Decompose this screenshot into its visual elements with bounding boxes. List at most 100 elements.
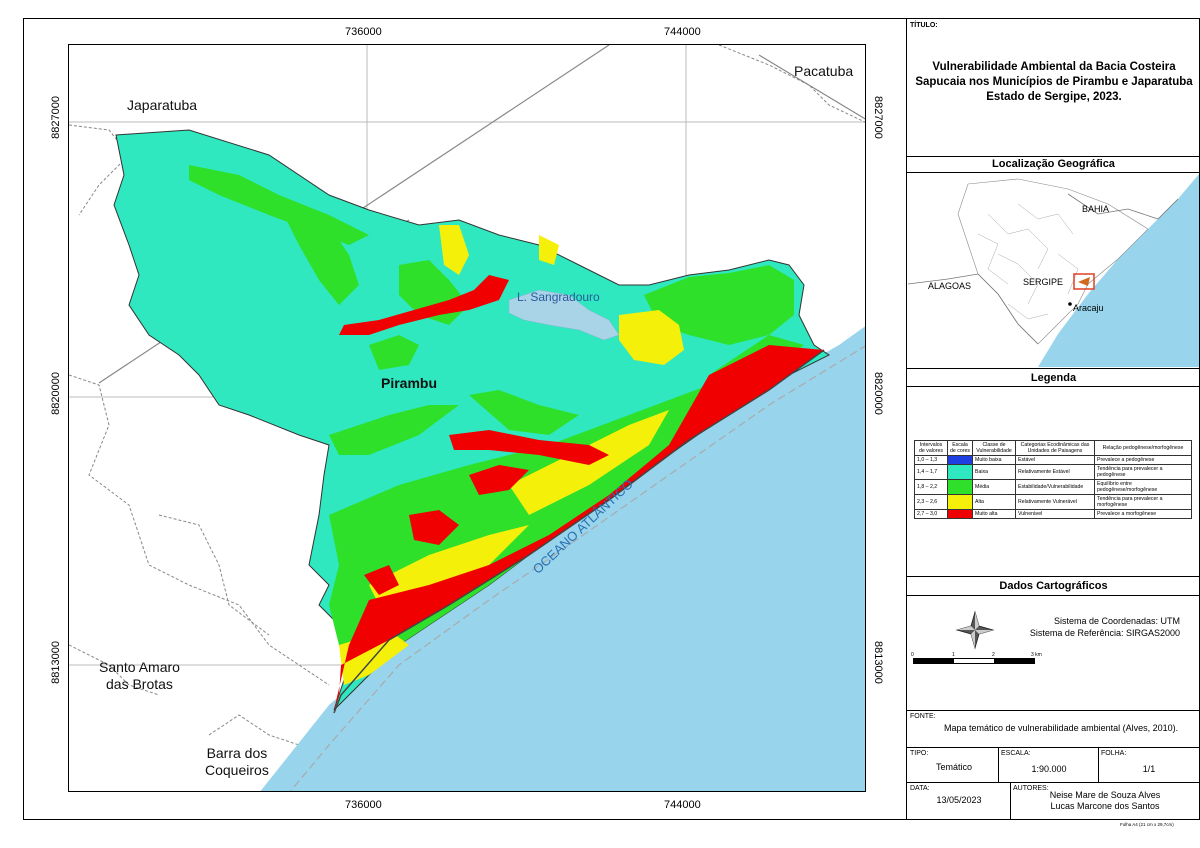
legend-relation: Tendência para prevalecer a pedogênese: [1094, 464, 1192, 480]
coord-right-8813000: 8813000: [872, 641, 884, 684]
panel-divider: [998, 747, 999, 782]
tipo-value: Temático: [935, 762, 972, 772]
legend-swatch: [947, 464, 973, 480]
data-label: DATA:: [910, 785, 930, 792]
lagoon: [508, 289, 620, 341]
scale-label-2: 2: [992, 652, 995, 658]
scale-bar: [913, 658, 1035, 664]
tipo-label: TIPO:: [910, 750, 929, 757]
legend-col-relation: Relação pedogênese/morfogênese: [1094, 440, 1192, 456]
legend-relation: Prevalece a pedogênese: [1094, 455, 1192, 465]
legend-class: Muito baixa: [972, 455, 1016, 465]
coord-left-8820000: 8820000: [50, 372, 62, 415]
legend-col-interval: Intervalos de valores: [914, 440, 948, 456]
map-canvas: [69, 45, 865, 791]
scale-label-1: 1: [952, 652, 955, 658]
coord-bottom-744000: 744000: [664, 799, 701, 811]
legend-interval: 2,7 – 3,0: [914, 509, 948, 519]
legend-interval: 1,8 – 2,2: [914, 479, 948, 495]
legend-category: Estável: [1015, 455, 1095, 465]
legend-swatch: [947, 509, 973, 519]
legend-interval: 2,3 – 2,6: [914, 494, 948, 510]
legend-swatch: [947, 479, 973, 495]
place-pacatuba: Pacatuba: [794, 63, 854, 79]
coord-bottom-736000: 736000: [345, 799, 382, 811]
legend-category: Estabilidade/Vulnerabilidade: [1015, 479, 1095, 495]
fonte-label: FONTE:: [910, 713, 936, 720]
scale-label-0: 0: [911, 652, 914, 658]
legend-class: Muito alta: [972, 509, 1016, 519]
legend-row: 2,3 – 2,6 Alta Relativamente Vulnerável …: [914, 494, 1192, 510]
legend-category: Vulnerável: [1015, 509, 1095, 519]
legend-row: 1,0 – 1,3 Muito baixa Estável Prevalece …: [914, 455, 1192, 465]
loc-bahia: BAHIA: [1082, 204, 1110, 214]
data-value: 13/05/2023: [936, 795, 982, 805]
panel-divider: [1010, 782, 1011, 820]
legend-table: Intervalos de valores Escala de cores Cl…: [914, 440, 1192, 519]
panel-divider: [906, 368, 1200, 369]
legend-class: Alta: [972, 494, 1016, 510]
legend-col-class: Classe de Vulnerabilidade: [972, 440, 1016, 456]
panel-divider: [906, 156, 1200, 157]
coord-left-8813000: 8813000: [50, 641, 62, 684]
panel-divider: [906, 710, 1200, 711]
panel-divider: [906, 386, 1200, 387]
legend-class: Baixa: [972, 464, 1016, 480]
title-label: TÍTULO:: [910, 22, 938, 29]
coord-top-744000: 744000: [664, 26, 701, 38]
coord-system: Sistema de Coordenadas: UTM: [1053, 616, 1180, 626]
place-santo-amaro: Santo Amaro das Brotas: [99, 659, 180, 692]
panel-divider: [906, 595, 1200, 596]
coord-top-736000: 736000: [345, 26, 382, 38]
legend-relation: Equilíbrio entre pedogênese/morfogênese: [1094, 479, 1192, 495]
coord-right-8827000: 8827000: [872, 96, 884, 139]
folha-label: FOLHA:: [1101, 750, 1127, 757]
autor-2: Lucas Marcone dos Santos: [1050, 801, 1160, 811]
location-header: Localização Geográfica: [992, 158, 1115, 170]
loc-aracaju: Aracaju: [1073, 303, 1104, 313]
escala-value: 1:90.000: [1031, 764, 1067, 774]
location-map: BAHIA ALAGOAS SERGIPE Aracaju: [908, 174, 1199, 367]
legend-interval: 1,0 – 1,3: [914, 455, 948, 465]
panel-divider: [906, 782, 1200, 783]
legend-col-color: Escala de cores: [947, 440, 973, 456]
coord-left-8827000: 8827000: [50, 96, 62, 139]
legend-swatch: [947, 494, 973, 510]
legend-row: 1,8 – 2,2 Média Estabilidade/Vulnerabili…: [914, 479, 1192, 495]
place-lagoa-sangradouro: L. Sangradouro: [517, 290, 600, 304]
place-barra-dos-coqueiros: Barra dos Coqueiros: [205, 745, 269, 778]
legend-class: Média: [972, 479, 1016, 495]
map-frame: Japaratuba Pacatuba Pirambu Santo Amaro …: [68, 44, 866, 792]
ocean-polygon: [260, 326, 865, 791]
legend-row: 2,7 – 3,0 Muito alta Vulnerável Prevalec…: [914, 509, 1192, 519]
autores-label: AUTORES:: [1013, 785, 1049, 792]
panel-divider: [1098, 747, 1099, 782]
legend-relation: Tendência para prevalecer a morfogênese: [1094, 494, 1192, 510]
carto-header: Dados Cartográficos: [999, 580, 1108, 592]
panel-divider: [906, 747, 1200, 748]
info-panel: [906, 18, 1200, 820]
scale-label-3: 3 km: [1031, 652, 1042, 658]
fonte-text: Mapa temático de vulnerabilidade ambient…: [944, 723, 1179, 733]
legend-category: Relativamente Estável: [1015, 464, 1095, 480]
legend-col-category: Categorias Ecodinâmicas das Unidades de …: [1015, 440, 1095, 456]
escala-label: ESCALA:: [1001, 750, 1031, 757]
legend-relation: Prevalece a morfogênese: [1094, 509, 1192, 519]
legend-header: Legenda: [1030, 372, 1077, 384]
panel-divider: [906, 172, 1200, 173]
legend-swatch: [947, 455, 973, 465]
loc-alagoas: ALAGOAS: [928, 281, 972, 291]
legend-interval: 1,4 – 1,7: [914, 464, 948, 480]
panel-divider: [906, 576, 1200, 577]
place-japaratuba: Japaratuba: [127, 97, 198, 113]
legend-category: Relativamente Vulnerável: [1015, 494, 1095, 510]
coord-right-8820000: 8820000: [872, 372, 884, 415]
autor-1: Neise Mare de Souza Alves: [1049, 790, 1161, 800]
place-pirambu: Pirambu: [381, 375, 438, 391]
ref-system: Sistema de Referência: SIRGAS2000: [1029, 628, 1180, 638]
north-arrow-icon: [955, 610, 995, 650]
map-title: Vulnerabilidade Ambiental da Bacia Coste…: [915, 61, 1193, 103]
folha-value: 1/1: [1142, 764, 1156, 774]
loc-sergipe: SERGIPE: [1023, 277, 1064, 287]
legend-row: 1,4 – 1,7 Baixa Relativamente Estável Te…: [914, 464, 1192, 480]
